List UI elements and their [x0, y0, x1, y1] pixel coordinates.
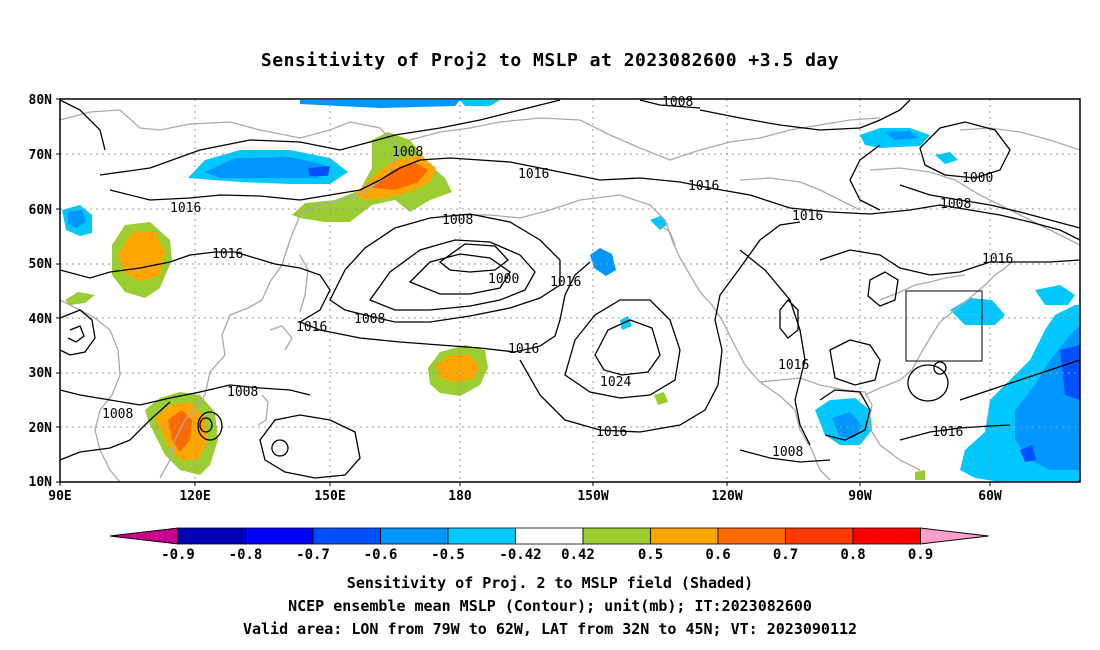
colorbar-label: 0.7	[773, 547, 798, 563]
graticule	[60, 99, 1080, 482]
colorbar-under-triangle	[109, 527, 179, 545]
svg-text:1016: 1016	[170, 201, 201, 216]
colorbar-label: -0.5	[431, 547, 465, 563]
colorbar-label: 0.42	[561, 547, 595, 563]
svg-text:120W: 120W	[711, 489, 742, 504]
svg-text:1008: 1008	[442, 213, 473, 228]
svg-text:50N: 50N	[29, 257, 53, 272]
svg-text:70N: 70N	[29, 148, 53, 163]
colorbar-over-triangle	[920, 527, 989, 545]
svg-text:1000: 1000	[962, 171, 993, 186]
colorbar-swatch	[177, 527, 246, 545]
lat-tick-labels: 10N 20N 30N 40N 50N 60N 70N 80N	[29, 93, 53, 490]
svg-text:90W: 90W	[848, 489, 872, 504]
svg-text:90E: 90E	[48, 489, 71, 504]
svg-text:1008: 1008	[102, 407, 133, 422]
valid-area-box	[905, 290, 983, 362]
svg-text:30N: 30N	[29, 366, 53, 381]
colorbar-swatch	[717, 527, 786, 545]
svg-text:1016: 1016	[550, 275, 581, 290]
svg-text:1008: 1008	[354, 312, 385, 327]
svg-text:1016: 1016	[596, 425, 627, 440]
colorbar-swatch	[785, 527, 854, 545]
footer-line-3: Valid area: LON from 79W to 62W, LAT fro…	[242, 620, 858, 638]
colorbar-label: 0.9	[908, 547, 933, 563]
svg-text:180: 180	[448, 489, 472, 504]
colorbar-swatch	[515, 527, 584, 545]
svg-text:1016: 1016	[778, 358, 809, 373]
svg-text:1016: 1016	[688, 179, 719, 194]
svg-text:1016: 1016	[792, 209, 823, 224]
footer-line-1: Sensitivity of Proj. 2 to MSLP field (Sh…	[346, 574, 754, 592]
colorbar-swatch	[852, 527, 921, 545]
svg-text:150W: 150W	[577, 489, 608, 504]
colorbar-label: 0.6	[705, 547, 730, 563]
map-title: Sensitivity of Proj2 to MSLP at 20230826…	[260, 50, 840, 71]
coastlines	[60, 109, 1080, 482]
svg-text:20N: 20N	[29, 421, 53, 436]
colorbar-label: -0.6	[364, 547, 398, 563]
colorbar-label: -0.8	[229, 547, 263, 563]
colorbar-swatch	[380, 527, 449, 545]
svg-text:1016: 1016	[982, 252, 1013, 267]
svg-text:1008: 1008	[662, 95, 693, 110]
colorbar-swatch	[245, 527, 314, 545]
svg-text:1000: 1000	[488, 272, 519, 287]
lon-tick-labels: 90E 120E 150E 180 150W 120W 90W 60W	[48, 489, 1002, 504]
mslp-contours	[60, 99, 1080, 479]
svg-text:1008: 1008	[772, 445, 803, 460]
svg-text:1016: 1016	[508, 342, 539, 357]
colorbar-swatch	[582, 527, 651, 545]
svg-text:40N: 40N	[29, 312, 53, 327]
colorbar-label: -0.42	[499, 547, 541, 563]
colorbar-swatch	[650, 527, 719, 545]
svg-text:1024: 1024	[600, 375, 631, 390]
contour-labels: 1008 1008 1016 1016 1016 1016 1000 1008 …	[102, 95, 1013, 460]
svg-text:1016: 1016	[518, 167, 549, 182]
svg-text:80N: 80N	[29, 93, 53, 108]
sensitivity-shading	[62, 100, 1080, 482]
colorbar-label: -0.9	[161, 547, 195, 563]
svg-text:1008: 1008	[227, 385, 258, 400]
svg-text:120E: 120E	[179, 489, 210, 504]
colorbar-swatch	[312, 527, 381, 545]
colorbar-label: 0.8	[840, 547, 865, 563]
svg-text:1008: 1008	[392, 145, 423, 160]
svg-text:10N: 10N	[29, 475, 53, 490]
svg-text:1008: 1008	[940, 197, 971, 212]
colorbar-swatch	[447, 527, 516, 545]
svg-text:1016: 1016	[212, 247, 243, 262]
colorbar-label: 0.5	[638, 547, 663, 563]
svg-text:60W: 60W	[978, 489, 1002, 504]
svg-text:150E: 150E	[314, 489, 345, 504]
colorbar: -0.9 -0.8 -0.7 -0.6 -0.5 -0.42 0.42 0.5 0.6 0.7 0.…	[109, 527, 989, 563]
colorbar-label: -0.7	[296, 547, 330, 563]
svg-text:60N: 60N	[29, 203, 53, 218]
svg-text:1016: 1016	[296, 320, 327, 335]
svg-text:1016: 1016	[932, 425, 963, 440]
map-frame	[59, 98, 1081, 483]
footer-line-2: NCEP ensemble mean MSLP (Contour); unit(…	[288, 597, 812, 615]
